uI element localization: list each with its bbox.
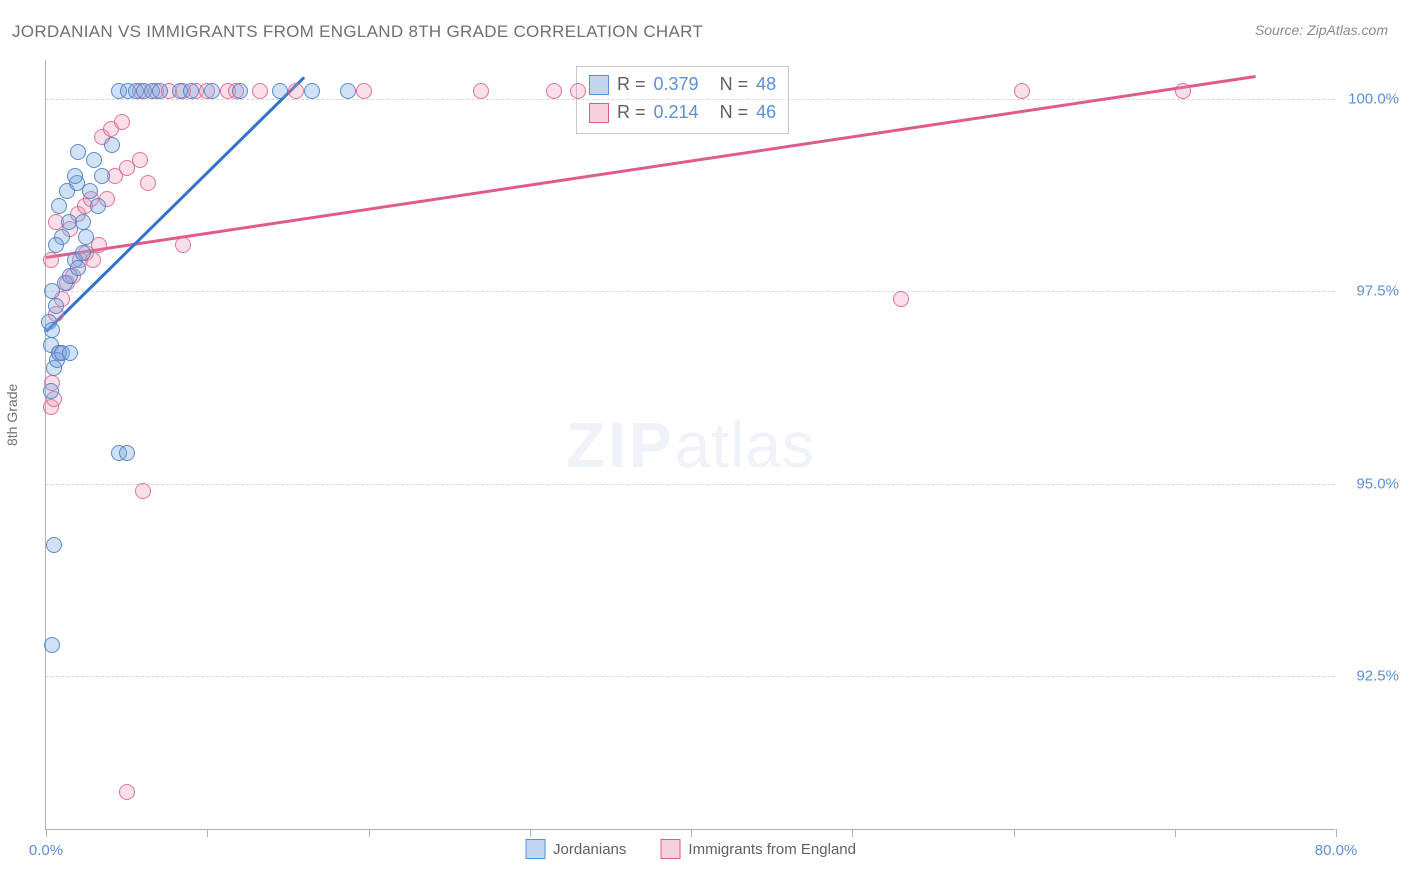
xtick-mark	[207, 829, 208, 837]
point-pink	[893, 291, 909, 307]
watermark-zip: ZIP	[566, 409, 675, 481]
point-pink	[288, 83, 304, 99]
legend-item-jordanians: Jordanians	[525, 839, 626, 859]
point-blue	[48, 298, 64, 314]
point-blue	[94, 168, 110, 184]
n-value-blue: 48	[756, 71, 776, 99]
point-blue	[119, 445, 135, 461]
point-blue	[152, 83, 168, 99]
xtick-mark	[691, 829, 692, 837]
point-blue	[104, 137, 120, 153]
point-pink	[175, 237, 191, 253]
n-label: N =	[720, 71, 749, 99]
n-value-pink: 46	[756, 99, 776, 127]
stats-box: R = 0.379 N = 48 R = 0.214 N = 46	[576, 66, 789, 134]
xtick-mark	[852, 829, 853, 837]
xtick-mark	[1336, 829, 1337, 837]
point-blue	[75, 245, 91, 261]
legend-label-jordanians: Jordanians	[553, 841, 626, 858]
r-value-pink: 0.214	[654, 99, 699, 127]
point-pink	[356, 83, 372, 99]
point-blue	[232, 83, 248, 99]
point-pink	[1014, 83, 1030, 99]
point-pink	[473, 83, 489, 99]
point-blue	[90, 198, 106, 214]
swatch-blue-icon	[589, 75, 609, 95]
bottom-legend: Jordanians Immigrants from England	[525, 839, 856, 859]
r-value-blue: 0.379	[654, 71, 699, 99]
point-blue	[44, 322, 60, 338]
xtick-mark	[530, 829, 531, 837]
point-blue	[82, 183, 98, 199]
watermark: ZIPatlas	[566, 408, 815, 482]
point-blue	[51, 198, 67, 214]
point-pink	[43, 252, 59, 268]
point-pink	[135, 483, 151, 499]
point-blue	[183, 83, 199, 99]
point-blue	[62, 345, 78, 361]
watermark-atlas: atlas	[675, 409, 815, 481]
gridline	[46, 291, 1335, 292]
n-label: N =	[720, 99, 749, 127]
point-pink	[132, 152, 148, 168]
xtick-mark	[1014, 829, 1015, 837]
point-blue	[43, 383, 59, 399]
ytick-label: 100.0%	[1348, 90, 1399, 107]
stats-row-pink: R = 0.214 N = 46	[589, 99, 776, 127]
ytick-label: 92.5%	[1356, 668, 1399, 685]
point-pink	[114, 114, 130, 130]
point-blue	[340, 83, 356, 99]
point-blue	[67, 168, 83, 184]
point-blue	[304, 83, 320, 99]
r-label: R =	[617, 71, 646, 99]
point-pink	[119, 784, 135, 800]
legend-item-england: Immigrants from England	[660, 839, 856, 859]
point-blue	[44, 637, 60, 653]
point-blue	[86, 152, 102, 168]
ytick-label: 95.0%	[1356, 475, 1399, 492]
xtick-mark	[369, 829, 370, 837]
point-pink	[546, 83, 562, 99]
y-axis-label: 8th Grade	[4, 384, 20, 446]
gridline	[46, 484, 1335, 485]
point-pink	[1175, 83, 1191, 99]
point-blue	[70, 260, 86, 276]
swatch-pink-icon	[660, 839, 680, 859]
swatch-blue-icon	[525, 839, 545, 859]
point-blue	[204, 83, 220, 99]
xtick-mark	[1175, 829, 1176, 837]
point-blue	[75, 214, 91, 230]
plot-area: ZIPatlas R = 0.379 N = 48 R = 0.214 N = …	[45, 60, 1335, 830]
chart-title: JORDANIAN VS IMMIGRANTS FROM ENGLAND 8TH…	[12, 22, 703, 42]
swatch-pink-icon	[589, 103, 609, 123]
point-blue	[48, 237, 64, 253]
point-pink	[140, 175, 156, 191]
point-blue	[272, 83, 288, 99]
point-pink	[570, 83, 586, 99]
point-blue	[46, 537, 62, 553]
point-blue	[78, 229, 94, 245]
point-blue	[70, 144, 86, 160]
xtick-mark	[46, 829, 47, 837]
correlation-chart: JORDANIAN VS IMMIGRANTS FROM ENGLAND 8TH…	[0, 0, 1406, 892]
stats-row-blue: R = 0.379 N = 48	[589, 71, 776, 99]
xtick-label-right: 80.0%	[1315, 842, 1358, 859]
r-label: R =	[617, 99, 646, 127]
gridline	[46, 676, 1335, 677]
xtick-label-left: 0.0%	[29, 842, 63, 859]
point-blue	[44, 283, 60, 299]
point-pink	[252, 83, 268, 99]
ytick-label: 97.5%	[1356, 283, 1399, 300]
source-label: Source: ZipAtlas.com	[1255, 22, 1388, 38]
legend-label-england: Immigrants from England	[688, 841, 856, 858]
